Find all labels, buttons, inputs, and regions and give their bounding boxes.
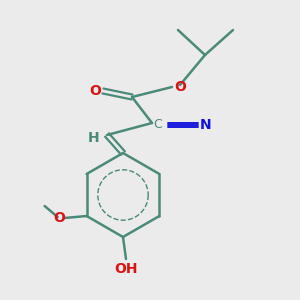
Text: O: O — [89, 84, 101, 98]
Text: H: H — [88, 131, 100, 145]
Text: C: C — [154, 118, 162, 131]
Text: N: N — [200, 118, 212, 132]
Text: O: O — [174, 80, 186, 94]
Text: OH: OH — [114, 262, 138, 276]
Text: O: O — [54, 211, 66, 225]
